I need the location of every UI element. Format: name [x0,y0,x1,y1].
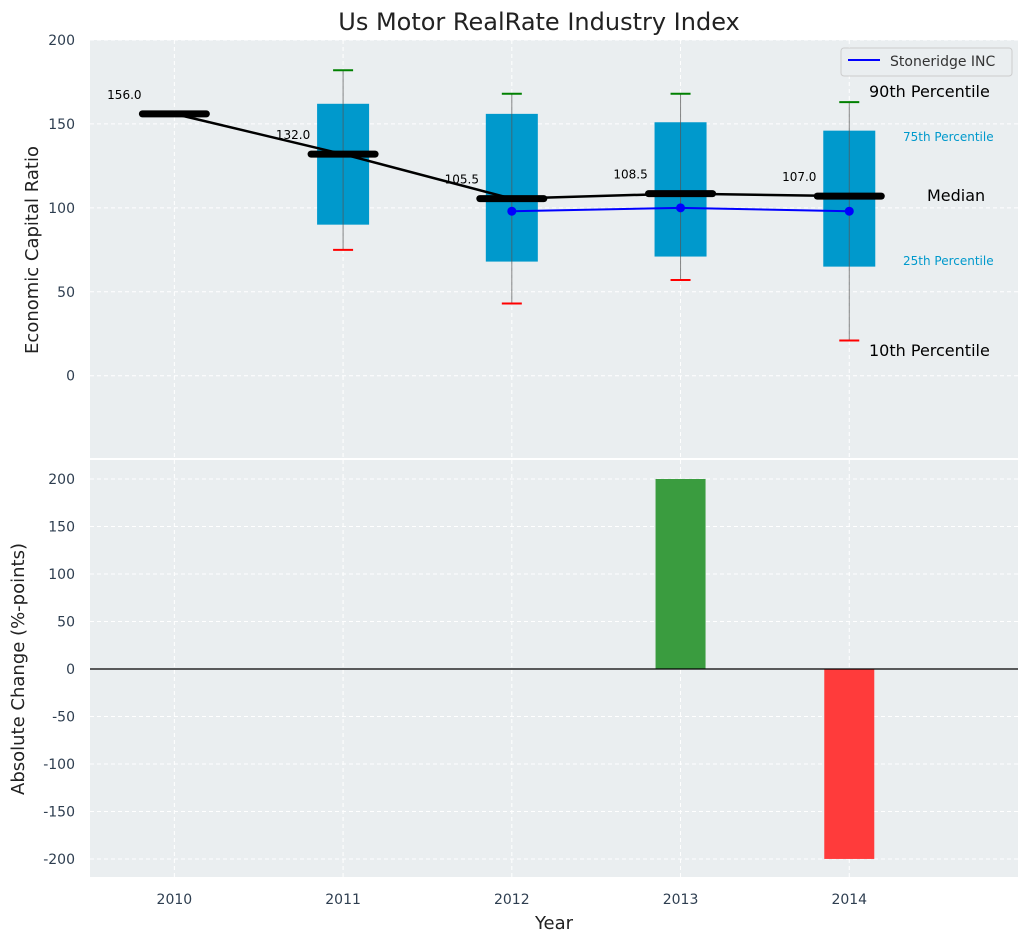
annotation-median: Median [927,186,985,205]
top-y-tick-label: 200 [48,33,75,49]
chart-title: Us Motor RealRate Industry Index [338,8,740,36]
stoneridge-point [844,206,854,216]
median-value-label: 108.5 [613,168,647,182]
x-axis-label: Year [534,913,574,934]
top-plot-area [90,40,1018,458]
top-y-tick-label: 50 [57,285,75,301]
median-value-label: 107.0 [782,170,816,184]
bottom-y-tick-label: 100 [48,567,75,583]
change-bar [824,668,875,859]
top-y-tick-label: 100 [48,201,75,217]
stoneridge-point [507,206,517,216]
bottom-y-tick-label: -150 [43,804,75,820]
annotation-p10: 10th Percentile [869,341,990,360]
annotation-p90: 90th Percentile [869,82,990,101]
bottom-y-tick-label: 50 [57,614,75,630]
bottom-y-tick-label: -50 [52,709,75,725]
bottom-y-tick-label: 150 [48,519,75,535]
bottom-y-tick-label: -200 [43,852,75,868]
change-bar [655,478,706,669]
annotation-p75: 75th Percentile [903,130,994,144]
annotation-p25: 25th Percentile [903,254,994,268]
top-y-tick-label: 0 [66,369,75,385]
median-value-label: 156.0 [107,88,141,102]
bottom-y-tick-label: 0 [66,662,75,678]
bottom-y-tick-label: 200 [48,472,75,488]
x-tick-label: 2011 [325,892,361,908]
stoneridge-point [676,203,686,213]
bottom-y-axis-label: Absolute Change (%-points) [8,543,29,795]
legend-label-stoneridge: Stoneridge INC [890,54,996,70]
top-y-tick-label: 150 [48,117,75,133]
x-tick-label: 2010 [157,892,193,908]
bottom-y-tick-label: -100 [43,757,75,773]
x-tick-label: 2014 [831,892,867,908]
legend: Stoneridge INC [840,47,1013,77]
median-value-label: 105.5 [445,173,479,187]
x-tick-label: 2013 [663,892,699,908]
x-tick-label: 2012 [494,892,530,908]
top-y-axis-label: Economic Capital Ratio [22,146,43,354]
median-value-label: 132.0 [276,128,310,142]
